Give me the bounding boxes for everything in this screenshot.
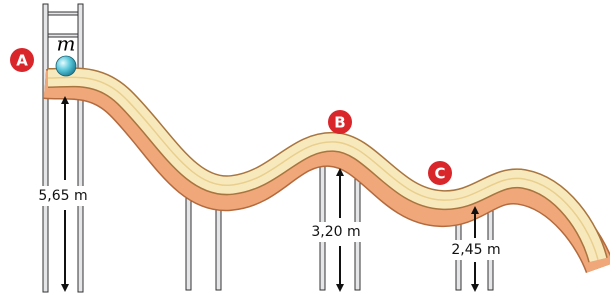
height-label: 5,65 m xyxy=(38,188,87,204)
mass-label: m xyxy=(57,32,76,56)
point-label: C xyxy=(434,165,445,183)
point-label: B xyxy=(334,114,345,132)
point-label: A xyxy=(16,52,28,70)
height-label: 2,45 m xyxy=(451,242,500,258)
ball xyxy=(56,56,76,76)
height-label: 3,20 m xyxy=(311,224,360,240)
diagram: m A B C 5,65 m 3,20 m 2,45 m xyxy=(0,0,610,296)
